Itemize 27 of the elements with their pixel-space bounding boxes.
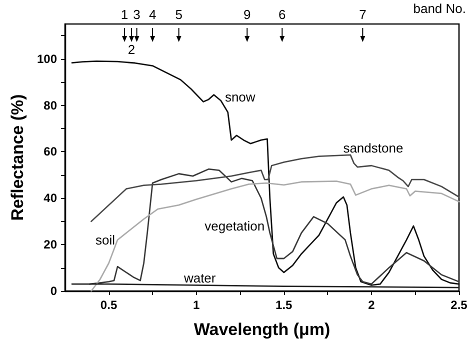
x-tick-label: 1.5 — [276, 298, 293, 312]
y-tick-label: 80 — [44, 98, 58, 112]
y-tick-label: 20 — [44, 238, 58, 252]
y-axis-title: Reflectance (%) — [8, 94, 28, 221]
series-label: water — [182, 270, 216, 286]
series-label: soil — [96, 232, 116, 248]
annotation: 6 — [278, 7, 286, 22]
annotation: 4 — [148, 7, 156, 22]
annotation: 1 — [120, 7, 128, 22]
text: band No. — [413, 1, 466, 16]
annotation: 9 — [244, 7, 251, 22]
y-tick-label: 40 — [44, 191, 58, 206]
x-tick-label: 2.5 — [450, 298, 468, 312]
annotation: 5 — [175, 7, 182, 22]
series-label: sandstone — [343, 140, 404, 156]
series-label: snow — [224, 89, 256, 104]
y-tick-label: 0 — [50, 284, 58, 298]
x-axis-title: Wavelength (μm) — [194, 320, 330, 339]
x-tick-label: 2 — [368, 298, 376, 312]
x-tick-label: 0.5 — [100, 298, 118, 312]
annotation: 2 — [128, 42, 136, 57]
annotation: 7 — [359, 7, 366, 22]
y-tick-label: 60 — [44, 144, 58, 159]
annotation: 3 — [133, 7, 140, 22]
series-label: vegetation — [204, 218, 265, 234]
y-tick-label: 100 — [36, 52, 58, 66]
x-tick-label: 1 — [192, 298, 200, 312]
